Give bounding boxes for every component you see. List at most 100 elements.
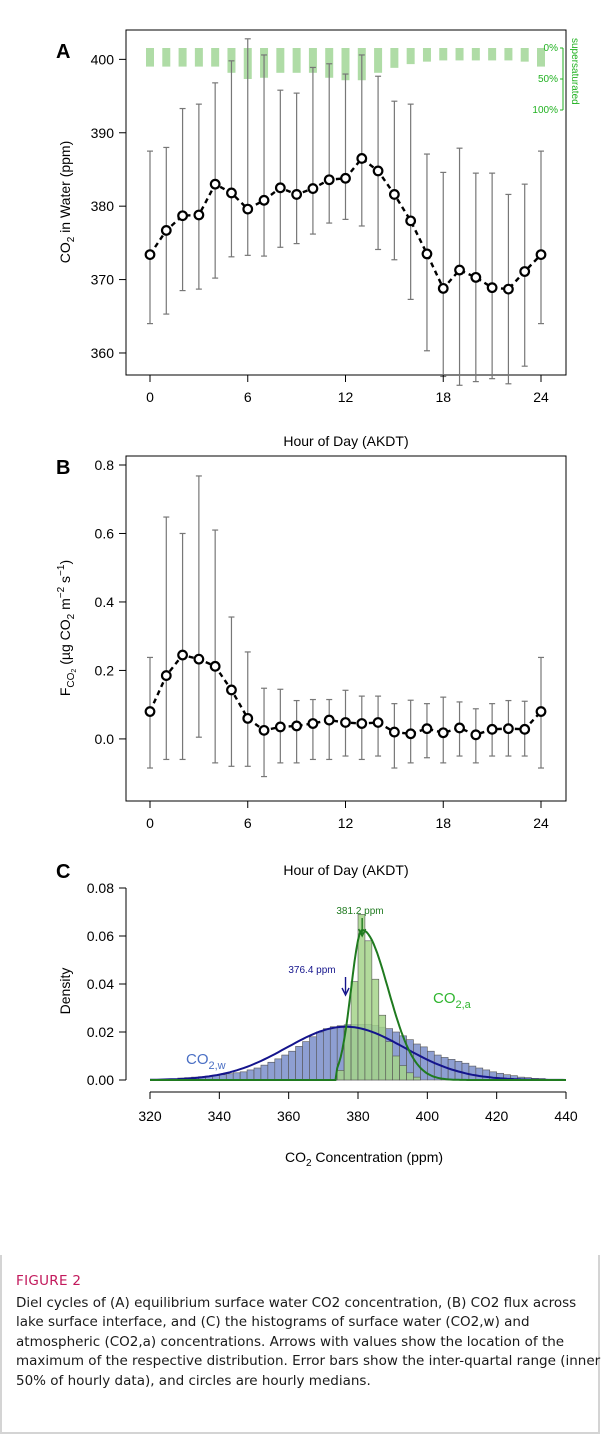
y-tick-label: 0.4 (95, 594, 115, 610)
air-peak-arrowhead (358, 928, 367, 938)
water-hist-bar (323, 1028, 331, 1081)
x-tick-label: 24 (533, 815, 549, 831)
water-hist-bar (482, 1069, 491, 1081)
caption-title: FIGURE 2 (16, 1273, 82, 1289)
air-hist-bar (399, 1065, 407, 1081)
median-point (421, 248, 433, 260)
x-tick-label: 400 (416, 1108, 440, 1124)
x-tick-label: 360 (277, 1108, 301, 1124)
super-tick-50: 50% (538, 74, 558, 85)
panel-b-y-axis: 0.0 0.2 0.4 0.6 0.8 (95, 457, 126, 747)
panel-a-median-points (144, 153, 547, 295)
y-tick-label: 400 (91, 51, 115, 67)
median-point (356, 153, 368, 164)
panel-c-air-histogram (336, 914, 421, 1081)
supersaturation-bar (292, 48, 301, 73)
super-tick-0: 0% (544, 43, 559, 54)
median-point (388, 189, 400, 200)
panel-a-label: A (56, 41, 70, 63)
water-peak-arrowhead (341, 987, 350, 997)
x-tick-label: 6 (244, 389, 252, 405)
panel-c-xlabel: CO2 Concentration (ppm) (285, 1149, 443, 1169)
supersaturation-bar (211, 48, 220, 67)
y-tick-label: 0.8 (95, 457, 115, 473)
panel-a-supersaturation-scale: 0% 50% 100% supersaturated (532, 38, 580, 116)
water-hist-bar (475, 1067, 484, 1081)
y-tick-label: 0.0 (95, 731, 115, 747)
water-hist-bar (309, 1036, 317, 1081)
caption-frame (0, 1255, 600, 1434)
panel-c-peak-arrows (341, 918, 367, 997)
air-hist-bar (364, 940, 373, 1081)
super-tick-100: 100% (532, 105, 558, 116)
panel-a-y-axis: 360 370 380 390 400 (91, 51, 126, 361)
water-hist-bar (274, 1058, 283, 1081)
median-point (291, 720, 303, 732)
supersaturation-bar (308, 48, 317, 73)
median-point (226, 684, 237, 696)
median-point (274, 721, 286, 733)
x-tick-label: 12 (338, 815, 354, 831)
supersaturation-bar (341, 48, 350, 81)
median-point (323, 714, 335, 726)
supersaturation-bar (390, 48, 399, 68)
median-point (519, 723, 531, 735)
median-point (405, 215, 417, 227)
panel-a-error-bars (147, 38, 544, 386)
x-tick-label: 18 (435, 389, 451, 405)
median-point (193, 209, 205, 221)
water-hist-bar (239, 1071, 248, 1081)
median-point (405, 728, 417, 740)
median-point (160, 224, 172, 236)
panel-c-axes: 0.00 0.02 0.04 0.06 0.08 320 340 360 380 400 420 44… (87, 880, 578, 1124)
y-tick-label: 390 (91, 125, 115, 141)
water-hist-bar (420, 1046, 428, 1081)
water-hist-bar (468, 1065, 477, 1081)
water-hist-bar (461, 1062, 470, 1081)
water-hist-bar (267, 1061, 276, 1081)
figure-caption: FIGURE 2 Diel cycles of (A) equilibrium … (16, 1272, 606, 1392)
panel-c: C Hour of Day (AKDT) 0.000.020.040.060.0… (56, 861, 578, 1169)
supersaturation-bar (374, 48, 383, 73)
air-hist-bar (406, 1072, 414, 1081)
median-point (291, 189, 303, 200)
x-tick-label: 12 (338, 389, 354, 405)
x-tick-label: 320 (138, 1108, 162, 1124)
supersaturation-bar (162, 48, 171, 67)
water-hist-bar (295, 1046, 303, 1081)
median-point (503, 283, 514, 295)
median-point (274, 182, 286, 194)
median-point (519, 266, 531, 277)
median-point (209, 660, 221, 672)
y-tick-label: 0.06 (87, 928, 114, 944)
water-hist-bar (246, 1069, 255, 1081)
x-tick-label: 380 (346, 1108, 370, 1124)
air-hist-bar (371, 978, 380, 1081)
x-tick-label: 18 (435, 815, 451, 831)
supersaturation-bar (325, 48, 334, 78)
supersaturation-bar (178, 48, 187, 67)
air-hist-bar (336, 1070, 345, 1081)
supersaturation-bar (439, 48, 448, 61)
y-tick-label: 360 (91, 345, 115, 361)
median-point (388, 726, 400, 738)
x-tick-label: 0 (146, 389, 154, 405)
air-peak-label: 381.2 ppm (336, 906, 383, 917)
supersaturation-bar (520, 48, 529, 62)
median-point (535, 706, 547, 717)
median-point (323, 174, 335, 186)
median-point (340, 717, 351, 728)
supersaturation-bar (276, 48, 285, 73)
median-point (144, 706, 156, 717)
median-point (177, 649, 188, 661)
supersaturation-bar (504, 48, 513, 61)
median-point (340, 172, 351, 184)
median-point (356, 718, 368, 729)
x-tick-label: 24 (533, 389, 549, 405)
median-point (421, 723, 433, 735)
panel-c-air-density-curve (150, 929, 566, 1081)
median-point (307, 718, 319, 729)
median-point (144, 249, 156, 261)
legend-co2-a: CO2,a (433, 990, 472, 1011)
water-hist-bar (288, 1050, 296, 1081)
